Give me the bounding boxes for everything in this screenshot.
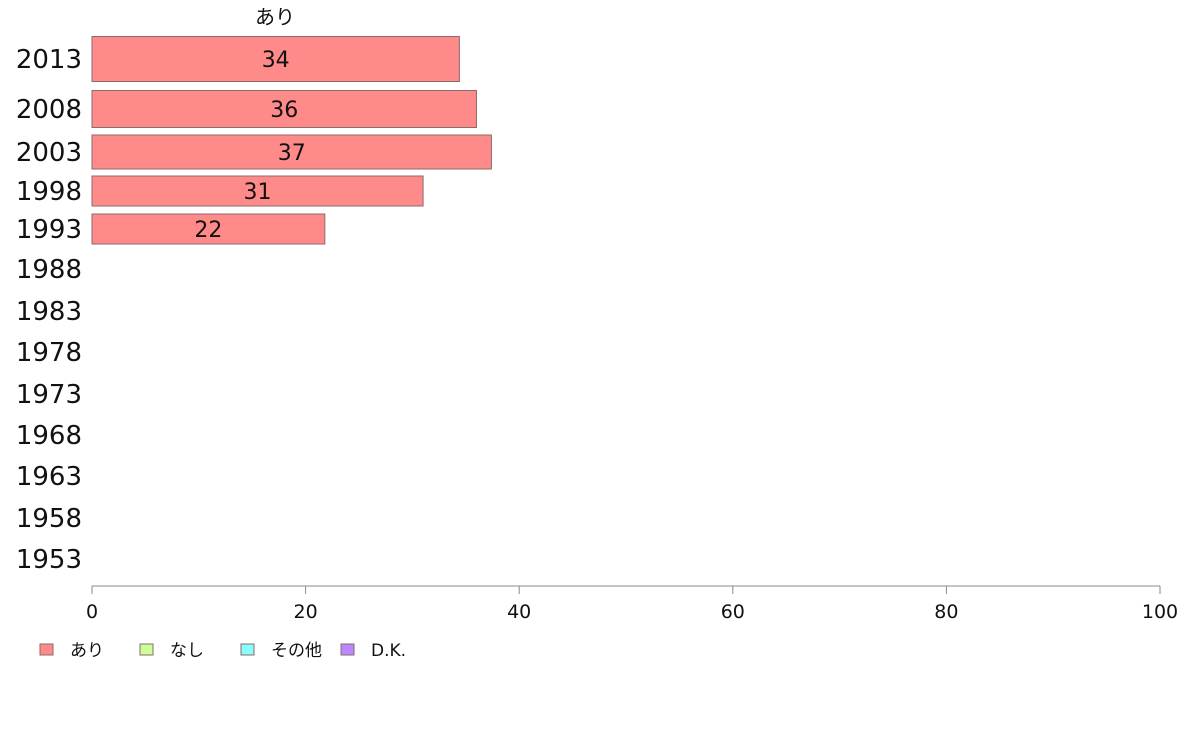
x-tick-label-0: 0	[86, 601, 98, 623]
bar-2008-series-0	[91, 90, 477, 128]
year-label-1983: 1983	[16, 297, 82, 327]
x-axis: 0 20 40 60 80 100	[86, 585, 1178, 623]
year-label-2013: 2013	[16, 45, 82, 75]
legend-label-0: あり	[70, 641, 104, 661]
x-tick-label-100: 100	[1142, 601, 1178, 623]
x-tick-label-80: 80	[934, 601, 958, 623]
bar-2013-series-0	[91, 36, 460, 82]
year-label-1968: 1968	[16, 421, 82, 451]
data-label-2008: 36	[270, 98, 298, 123]
bar-1998-series-0	[91, 175, 424, 207]
legend: あり なし その他 D.K.	[39, 641, 406, 661]
year-label-1978: 1978	[16, 338, 82, 368]
data-label-1998: 31	[244, 180, 272, 205]
data-label-1993: 22	[194, 218, 222, 243]
bars	[91, 36, 492, 245]
year-label-1963: 1963	[16, 462, 82, 492]
bar-1993-series-0	[91, 213, 326, 245]
x-tick-label-60: 60	[721, 601, 745, 623]
year-label-1953: 1953	[16, 545, 82, 575]
x-tick-label-40: 40	[507, 601, 531, 623]
legend-label-2: その他	[271, 641, 322, 661]
legend-label-3: D.K.	[371, 641, 406, 661]
legend-swatch-3	[340, 643, 355, 656]
bar-2003-series-0	[91, 134, 492, 170]
legend-swatch-1	[139, 643, 154, 656]
legend-label-1: なし	[170, 641, 204, 661]
x-tick-label-20: 20	[294, 601, 318, 623]
data-label-2003: 37	[278, 141, 306, 166]
year-label-1993: 1993	[16, 215, 82, 245]
year-label-2008: 2008	[16, 95, 82, 125]
year-label-2003: 2003	[16, 138, 82, 168]
year-label-1998: 1998	[16, 177, 82, 207]
year-label-1973: 1973	[16, 380, 82, 410]
year-label-1988: 1988	[16, 255, 82, 285]
year-labels: 2013 2008 2003 1998 1993 1988 1983 1978 1973 1968…	[16, 45, 82, 575]
year-label-1958: 1958	[16, 504, 82, 534]
legend-swatch-2	[240, 643, 255, 656]
legend-swatch-0	[39, 643, 54, 656]
data-label-2013: 34	[262, 48, 290, 73]
series-title: あり	[255, 5, 295, 29]
